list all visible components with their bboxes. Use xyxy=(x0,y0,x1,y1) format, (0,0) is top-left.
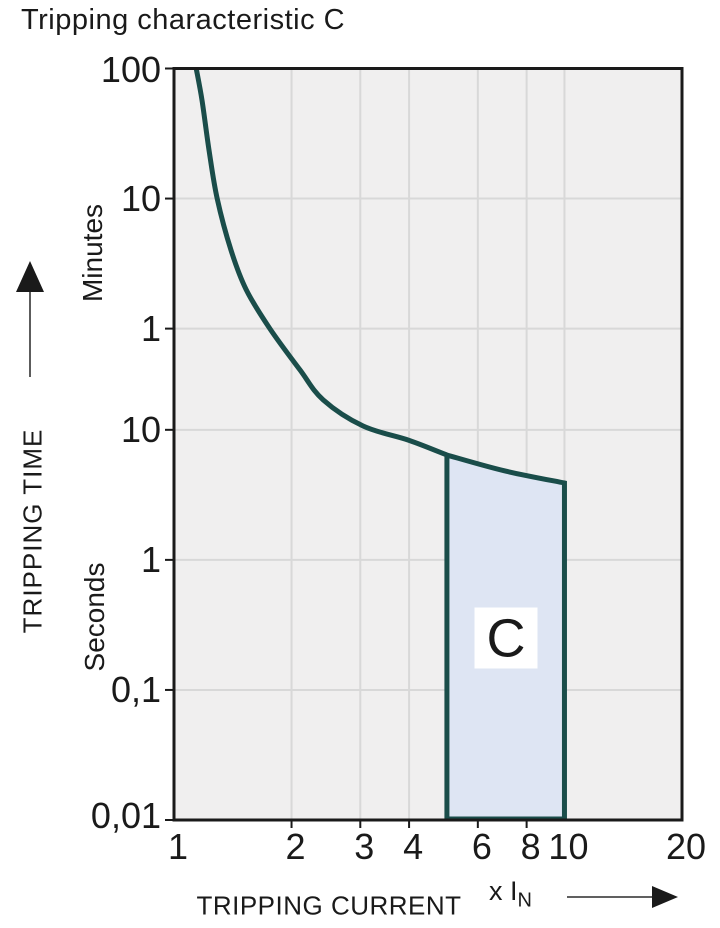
y-tick-label: 1 xyxy=(140,538,161,580)
x-unit-prefix: x I xyxy=(489,876,518,906)
band-label-c: C xyxy=(486,608,526,668)
x-axis-arrow-icon xyxy=(567,886,678,908)
x-tick-label: 1 xyxy=(167,826,189,867)
x-tick-label: 20 xyxy=(665,826,707,867)
y-tick-label: 100 xyxy=(100,48,161,90)
y-tick-label: 10 xyxy=(120,177,161,219)
y-tick-label: 1 xyxy=(140,307,161,349)
x-axis-title: TRIPPING CURRENT xyxy=(196,890,462,921)
thermal-trip-curve xyxy=(193,68,448,458)
y-unit-seconds-label: Seconds xyxy=(79,562,110,672)
y-axis-arrow-icon xyxy=(16,261,44,377)
y-axis-title: TRIPPING TIME xyxy=(17,428,48,634)
plot-area xyxy=(165,67,684,828)
x-tick-label: 8 xyxy=(520,826,541,867)
chart-title: Tripping characteristic C xyxy=(21,4,346,36)
x-tick-label: 3 xyxy=(354,826,375,867)
y-tick-label: 0,1 xyxy=(110,668,161,710)
x-tick-label: 4 xyxy=(403,826,424,867)
band-label-box: C xyxy=(474,607,538,669)
x-tick-label: 10 xyxy=(548,826,589,867)
plot-border xyxy=(172,67,684,822)
x-tick-label: 6 xyxy=(471,826,492,867)
plot-background xyxy=(174,68,682,820)
x-tick-label: 2 xyxy=(285,826,306,867)
x-axis-unit-label: x IN xyxy=(489,876,532,912)
y-tick-label: 0,01 xyxy=(90,795,161,836)
y-unit-minutes-label: Minutes xyxy=(77,203,108,303)
x-unit-subscript: N xyxy=(517,889,532,912)
y-tick-label: 10 xyxy=(120,408,161,450)
